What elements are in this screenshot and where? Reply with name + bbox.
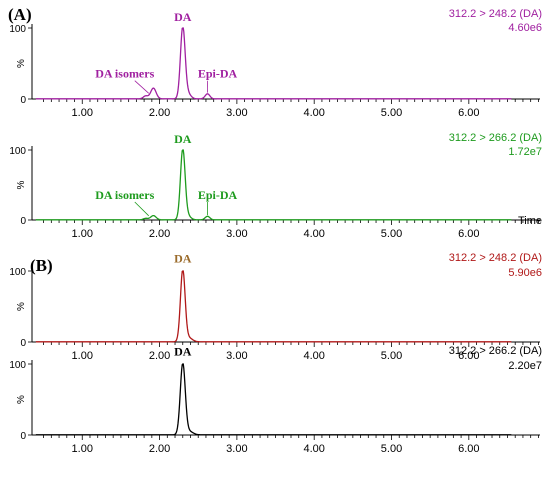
- x-tick-label: 3.00: [226, 443, 247, 455]
- y-axis-label: %: [16, 395, 27, 404]
- chromatogram-trace: [35, 363, 512, 436]
- chromatogram-panel-2: 1.00 2.00 3.00 4.00 5.00 6.00 0 100% 312.2 > 266…: [9, 132, 542, 240]
- x-tick-label: 6.00: [458, 107, 479, 119]
- x-tick-label: 4.00: [303, 350, 324, 362]
- chromatogram-panel-4: 1.00 2.00 3.00 4.00 5.00 6.00 0 100% 312.2 > 266…: [9, 344, 542, 455]
- x-tick-label: 1.00: [72, 107, 93, 119]
- y-tick-label: 0: [20, 338, 26, 349]
- transition-label: 312.2 > 266.2 (DA): [449, 345, 542, 357]
- transition-label: 312.2 > 248.2 (DA): [449, 252, 542, 264]
- x-tick-label: 5.00: [381, 443, 402, 455]
- x-tick-label: 1.00: [72, 350, 93, 362]
- chromatogram-trace: [35, 149, 512, 221]
- panel-label-b: (B): [30, 256, 53, 275]
- peak-annotation: DA isomers: [95, 188, 154, 202]
- intensity-label: 2.20e7: [508, 360, 542, 372]
- x-tick-label: 2.00: [149, 228, 170, 240]
- peak-annotation: DA: [174, 344, 192, 358]
- chromatogram-trace: [35, 270, 512, 343]
- y-axis-label: %: [16, 302, 27, 311]
- chromatogram-panel-3: 1.00 2.00 3.00 4.00 5.00 6.00 0 100% 312.2 > 248…: [9, 251, 542, 362]
- x-tick-label: 2.00: [149, 107, 170, 119]
- x-tick-label: 1.00: [72, 228, 93, 240]
- peak-annotation: Epi-DA: [198, 67, 238, 81]
- y-tick-label: 0: [20, 95, 26, 106]
- x-tick-label: 3.00: [226, 228, 247, 240]
- chromatogram-panel-1: 1.00 2.00 3.00 4.00 5.00 6.00 0 100% 312.2 > 248…: [9, 8, 542, 119]
- y-tick-label: 100: [9, 146, 26, 157]
- peak-annotation: Epi-DA: [198, 188, 238, 202]
- y-tick-label: 100: [9, 267, 26, 278]
- x-axis-title: Time: [518, 215, 542, 227]
- peak-annotation: DA: [174, 251, 192, 265]
- y-tick-label: 0: [20, 431, 26, 442]
- x-tick-label: 5.00: [381, 350, 402, 362]
- transition-label: 312.2 > 266.2 (DA): [449, 132, 542, 144]
- x-tick-label: 2.00: [149, 350, 170, 362]
- y-tick-label: 100: [9, 24, 26, 35]
- panel-label-a: (A): [8, 5, 32, 24]
- y-axis-label: %: [16, 180, 27, 189]
- y-tick-label: 100: [9, 360, 26, 371]
- x-tick-label: 3.00: [226, 350, 247, 362]
- x-tick-label: 6.00: [458, 443, 479, 455]
- intensity-label: 4.60e6: [508, 22, 542, 34]
- annotation-leader-line: [134, 80, 150, 94]
- x-tick-label: 6.00: [458, 350, 479, 362]
- x-tick-label: 1.00: [72, 443, 93, 455]
- annotation-leader-line: [134, 201, 150, 217]
- x-tick-label: 3.00: [226, 107, 247, 119]
- y-axis-label: %: [16, 59, 27, 68]
- x-tick-label: 2.00: [149, 443, 170, 455]
- y-tick-label: 0: [20, 216, 26, 227]
- x-tick-label: 4.00: [303, 107, 324, 119]
- peak-annotation: DA: [174, 10, 192, 24]
- x-tick-label: 6.00: [458, 228, 479, 240]
- x-tick-label: 4.00: [303, 443, 324, 455]
- x-tick-label: 5.00: [381, 107, 402, 119]
- intensity-label: 5.90e6: [508, 267, 542, 279]
- x-tick-label: 4.00: [303, 228, 324, 240]
- peak-annotation: DA isomers: [95, 67, 154, 81]
- transition-label: 312.2 > 248.2 (DA): [449, 8, 542, 20]
- x-tick-label: 5.00: [381, 228, 402, 240]
- chromatogram-trace: [35, 27, 512, 100]
- intensity-label: 1.72e7: [508, 146, 542, 158]
- peak-annotation: DA: [174, 132, 192, 146]
